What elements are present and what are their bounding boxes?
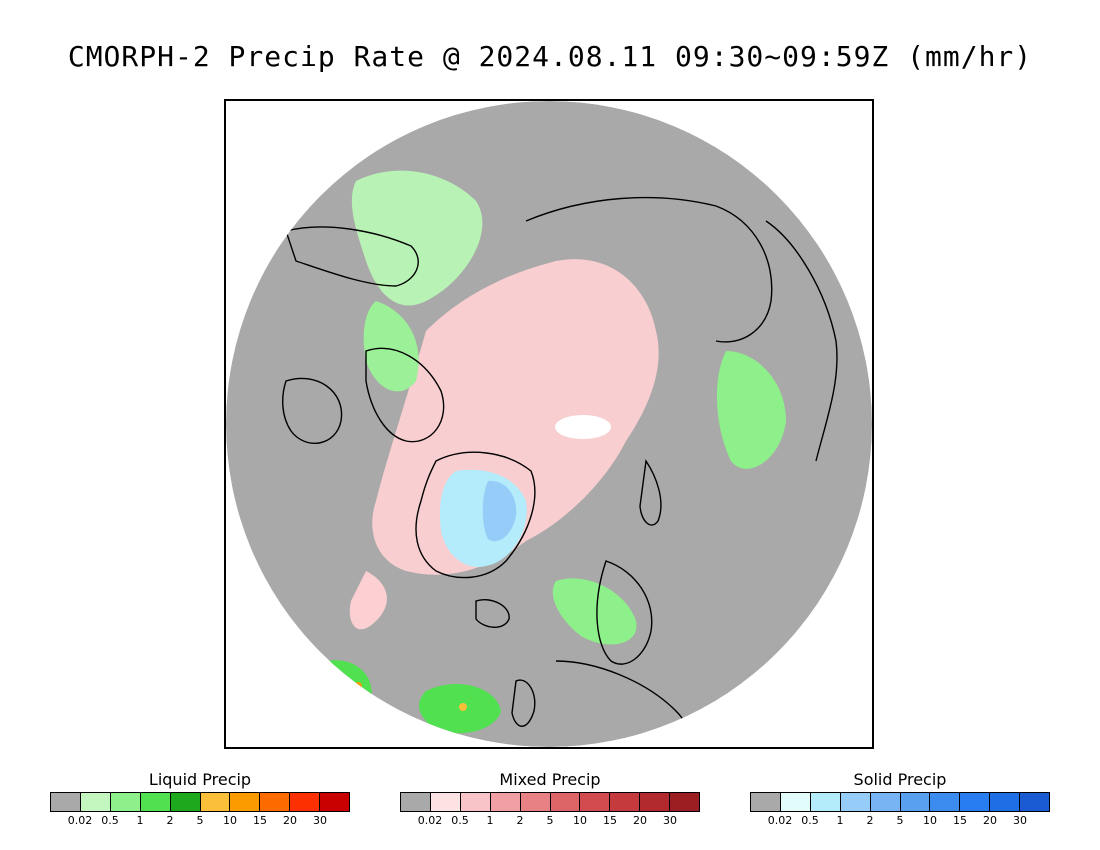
coast-siberia	[525, 196, 773, 343]
polar-no-data-hole	[555, 415, 611, 439]
legend-tick-label: 20	[283, 814, 297, 827]
legend-swatch	[960, 793, 991, 811]
legend-tick-label: 20	[983, 814, 997, 827]
legend-swatch	[170, 793, 201, 811]
liquid-precip-norway	[552, 578, 637, 645]
legend-swatch	[401, 793, 431, 811]
map-svg	[226, 101, 872, 747]
legend-colorbar	[750, 792, 1050, 812]
legend-ticks: 0.02 0.5 1 2 5 10 15 20 30	[750, 812, 1050, 828]
legend-tick-label: 1	[486, 814, 494, 827]
legend-tick-label: 10	[223, 814, 237, 827]
coast-scandinavia	[596, 560, 653, 665]
coast-uk	[511, 679, 536, 727]
legend-colorbar	[50, 792, 350, 812]
coast-hudson-bay	[282, 377, 343, 444]
legend-tick-label: 10	[923, 814, 937, 827]
legend-tick-label: 30	[1013, 814, 1027, 827]
legend-swatch	[140, 793, 171, 811]
legend-title: Solid Precip	[853, 770, 947, 789]
legend-tick-label: 30	[313, 814, 327, 827]
coast-greenland	[415, 451, 536, 579]
legend-swatch	[200, 793, 231, 811]
legend-swatch	[230, 793, 261, 811]
legend-tick-label: 5	[546, 814, 554, 827]
legend-tick-label: 0.5	[451, 814, 469, 827]
liquid-precip-atlantic-east	[716, 351, 786, 469]
liquid-precip-orange-cell	[459, 703, 467, 711]
legend-swatch	[520, 793, 551, 811]
legend-swatch	[810, 793, 841, 811]
liquid-precip-orange-cell-2	[354, 682, 362, 690]
legend-swatch	[580, 793, 611, 811]
legend-ticks: 0.02 0.5 1 2 5 10 15 20 30	[400, 812, 700, 828]
legend-swatch	[80, 793, 111, 811]
legend-swatch	[550, 793, 581, 811]
legend-swatch	[751, 793, 781, 811]
legend-tick-label: 1	[136, 814, 144, 827]
legend-ticks: 0.02 0.5 1 2 5 10 15 20 30	[50, 812, 350, 828]
legend-swatch	[900, 793, 931, 811]
coastlines	[282, 196, 838, 747]
legend-mixed-precip: Mixed Precip 0.02 0.5 1 2 5 10 15 20 30	[400, 770, 700, 828]
map-title: CMORPH-2 Precip Rate @ 2024.08.11 09:30~…	[67, 40, 1033, 73]
coast-iceland	[475, 599, 510, 628]
legend-title: Liquid Precip	[148, 770, 252, 789]
legend-tick-label: 1	[836, 814, 844, 827]
mixed-precip-arm	[349, 571, 387, 630]
legend-tick-label: 0.5	[801, 814, 819, 827]
legend-swatch	[460, 793, 491, 811]
legend-swatch	[51, 793, 81, 811]
legend-tick-label: 15	[603, 814, 617, 827]
legend-swatch	[640, 793, 671, 811]
legend-tick-label: 15	[953, 814, 967, 827]
legend-swatch	[110, 793, 141, 811]
legend-tick-label: 10	[573, 814, 587, 827]
legend-tick-label: 5	[896, 814, 904, 827]
legend-swatch	[930, 793, 961, 811]
legend-colorbar	[400, 792, 700, 812]
legend-swatch	[870, 793, 901, 811]
solid-precip-greenland-core	[482, 480, 517, 542]
legend-swatch	[430, 793, 461, 811]
legend-tick-label: 0.02	[767, 814, 793, 827]
polar-precip-map	[224, 99, 874, 749]
coast-east-asia	[765, 220, 838, 462]
legend-swatch	[670, 793, 700, 811]
legend-swatch	[780, 793, 811, 811]
legend-tick-label: 0.02	[67, 814, 93, 827]
legend-tick-label: 15	[253, 814, 267, 827]
legend-swatch	[840, 793, 871, 811]
legend-swatch	[320, 793, 350, 811]
legend-swatch	[1020, 793, 1050, 811]
legend-liquid-precip: Liquid Precip 0.02 0.5 1 2 5 10 15 20 30	[50, 770, 350, 828]
legend-tick-label: 30	[663, 814, 677, 827]
legend-tick-label: 2	[516, 814, 524, 827]
liquid-precip-canada	[363, 301, 419, 392]
legend-swatch	[990, 793, 1021, 811]
legend-tick-label: 2	[166, 814, 174, 827]
legend-swatch	[490, 793, 521, 811]
legend-swatch	[610, 793, 641, 811]
legend-tick-label: 2	[866, 814, 874, 827]
liquid-precip-north-pacific	[351, 170, 483, 306]
coast-novaya-zemlya	[639, 459, 662, 526]
legend-tick-label: 0.5	[101, 814, 119, 827]
coast-canada-archipelago	[365, 347, 445, 443]
legend-title: Mixed Precip	[499, 770, 601, 789]
legend-tick-label: 20	[633, 814, 647, 827]
legend-swatch	[260, 793, 291, 811]
coast-alaska	[285, 226, 419, 287]
legend-solid-precip: Solid Precip 0.02 0.5 1 2 5 10 15 20 30	[750, 770, 1050, 828]
legend-tick-label: 5	[196, 814, 204, 827]
legend-tick-label: 0.02	[417, 814, 443, 827]
legend-swatch	[290, 793, 321, 811]
